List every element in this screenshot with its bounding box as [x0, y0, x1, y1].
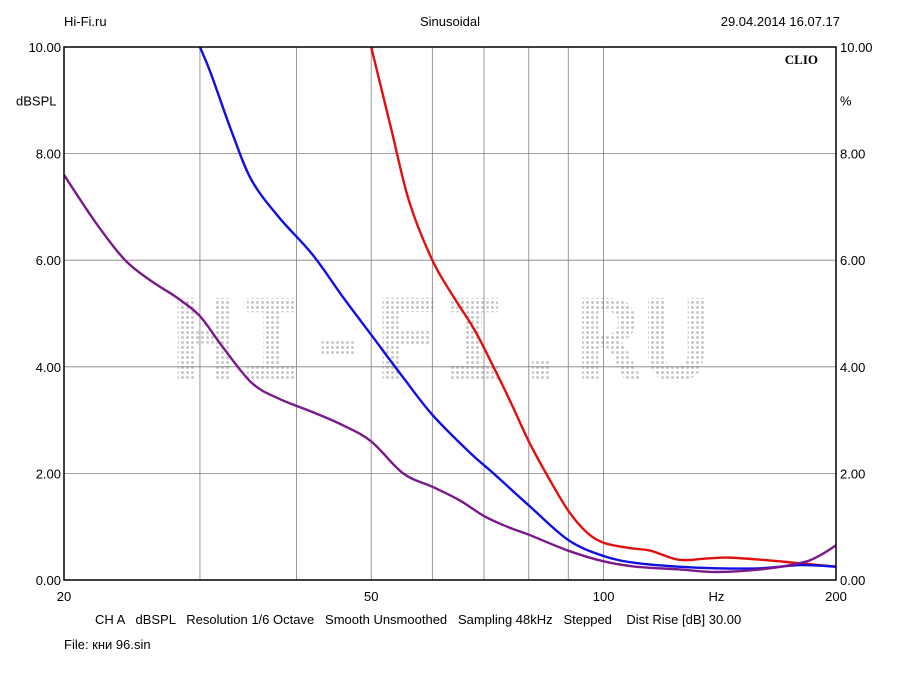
y-tick-label-right: 2.00 — [840, 466, 865, 481]
x-unit-label: Hz — [708, 589, 724, 604]
x-tick-label: 100 — [593, 589, 615, 604]
y-tick-label-left: 4.00 — [36, 360, 61, 375]
y-tick-label-left: 6.00 — [36, 253, 61, 268]
y-tick-label-right: 10.00 — [840, 40, 873, 55]
timestamp-label: 29.04.2014 16.07.17 — [720, 14, 840, 29]
y-tick-label-right: 8.00 — [840, 147, 865, 162]
x-tick-label: 200 — [825, 589, 847, 604]
chart-mode-label: Sinusoidal — [420, 14, 480, 29]
y-tick-label-left: 0.00 — [36, 573, 61, 588]
header-left-label: Hi-Fi.ru — [64, 14, 107, 29]
y-tick-label-right: 6.00 — [840, 253, 865, 268]
watermark-text: HI-FI.RU — [170, 277, 709, 407]
y-tick-label-left: 2.00 — [36, 466, 61, 481]
series-line-3 — [63, 174, 837, 574]
measurement-settings: CH A dBSPL Resolution 1/6 Octave Smooth … — [95, 612, 742, 627]
file-name: File: кни 96.sin — [64, 637, 151, 652]
y-tick-label-left: 8.00 — [36, 147, 61, 162]
y-axis-label-right: % — [840, 93, 852, 108]
brand-label: CLIO — [785, 52, 818, 67]
plot-frame — [63, 46, 837, 581]
y-tick-label-right: 0.00 — [840, 573, 865, 588]
axis-labels: 0.00 2.00 4.00 6.00 8.00 10.00 0.00 2.00 4.00 6.0… — [16, 40, 873, 604]
series-line-1 — [370, 46, 837, 568]
grid — [64, 47, 836, 580]
series-group — [63, 46, 837, 574]
y-axis-label-left: dBSPL — [16, 93, 56, 108]
x-tick-label: 20 — [57, 589, 71, 604]
y-tick-label-right: 4.00 — [840, 360, 865, 375]
watermark: HI-FI.RU — [170, 277, 709, 407]
y-tick-label-left: 10.00 — [28, 40, 61, 55]
series-line-2 — [198, 46, 837, 570]
x-tick-label: 50 — [364, 589, 378, 604]
